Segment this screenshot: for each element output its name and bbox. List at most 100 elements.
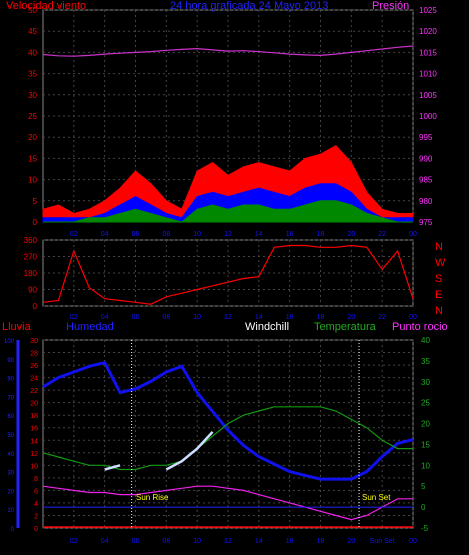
x-tick: 00 bbox=[409, 231, 417, 238]
dewpoint-label: Punto rocio bbox=[392, 321, 448, 333]
temp-left-tick: 18 bbox=[30, 413, 38, 420]
windchill-label: Windchill bbox=[245, 321, 289, 333]
temp-left-tick: 12 bbox=[30, 451, 38, 458]
temp-left-tick: 2 bbox=[34, 513, 38, 520]
humidity-tick: 0 bbox=[11, 527, 15, 533]
chart-title: 24 hora graficada 24 Mayo 2013 bbox=[170, 0, 328, 12]
x-tick: 10 bbox=[193, 538, 201, 545]
x-tick: 02 bbox=[70, 314, 78, 321]
wind-speed-tick: 5 bbox=[33, 197, 38, 206]
x-tick: 06 bbox=[132, 314, 140, 321]
temperature-tick: 10 bbox=[421, 461, 430, 470]
temp-series-0 bbox=[42, 360, 414, 481]
temp-left-tick: 10 bbox=[30, 463, 38, 470]
pressure-tick: 980 bbox=[419, 197, 433, 206]
sunrise-annotation: Sun Rise bbox=[136, 493, 169, 502]
wind-speed-tick: 0 bbox=[33, 218, 38, 227]
temperature-tick: 35 bbox=[421, 357, 430, 366]
pressure-label: Presión bbox=[372, 0, 409, 12]
compass-label: W bbox=[435, 257, 446, 269]
x-tick: 16 bbox=[286, 538, 294, 545]
wind-speed-series-3 bbox=[43, 200, 413, 223]
temperature-tick: 0 bbox=[421, 503, 426, 512]
x-tick: 16 bbox=[286, 314, 294, 321]
temperature-tick: 25 bbox=[421, 399, 430, 408]
direction-tick: 360 bbox=[24, 236, 38, 245]
x-tick: 18 bbox=[317, 538, 325, 545]
pressure-tick: 990 bbox=[419, 154, 433, 163]
x-tick: 08 bbox=[162, 231, 170, 238]
humidity-tick: 100 bbox=[4, 339, 15, 345]
temp-left-tick: 14 bbox=[30, 438, 38, 445]
temperature-tick: -5 bbox=[421, 524, 429, 533]
wind-speed-tick: 45 bbox=[28, 27, 37, 36]
x-tick: 18 bbox=[317, 231, 325, 238]
wind-speed-tick: 25 bbox=[28, 112, 37, 121]
temp-series-1 bbox=[42, 406, 413, 471]
x-tick: 12 bbox=[224, 231, 232, 238]
x-tick: 16 bbox=[286, 231, 294, 238]
x-tick: 06 bbox=[132, 538, 140, 545]
humidity-tick: 10 bbox=[7, 508, 14, 514]
x-tick: 10 bbox=[193, 314, 201, 321]
compass-label: N bbox=[435, 305, 443, 317]
pressure-tick: 1000 bbox=[419, 112, 437, 121]
pressure-tick: 1005 bbox=[419, 91, 437, 100]
x-tick: 20 bbox=[347, 314, 355, 321]
x-tick: 20 bbox=[347, 231, 355, 238]
wind-speed-tick: 50 bbox=[28, 6, 37, 15]
humidity-tick: 30 bbox=[7, 471, 14, 477]
rain-label: Lluvia bbox=[2, 321, 32, 333]
temperature-tick: 30 bbox=[421, 378, 430, 387]
x-tick: 22 bbox=[378, 231, 386, 238]
sunset-annotation: Sun Set bbox=[362, 493, 391, 502]
x-tick: 14 bbox=[255, 314, 263, 321]
temp-left-tick: 26 bbox=[30, 363, 38, 370]
x-tick: 04 bbox=[101, 231, 109, 238]
direction-tick: 90 bbox=[28, 286, 37, 295]
temperature-label: Temperatura bbox=[314, 321, 377, 333]
x-tick: 14 bbox=[255, 538, 263, 545]
wind-speed-tick: 30 bbox=[28, 91, 37, 100]
pressure-tick: 985 bbox=[419, 176, 433, 185]
pressure-tick: 1025 bbox=[419, 6, 437, 15]
x-tick: 02 bbox=[70, 231, 78, 238]
x-tick: 18 bbox=[317, 314, 325, 321]
pressure-tick: 995 bbox=[419, 133, 433, 142]
temp-left-tick: 0 bbox=[34, 526, 38, 533]
wind-speed-tick: 40 bbox=[28, 48, 37, 57]
x-tick: 00 bbox=[409, 538, 417, 545]
humidity-tick: 70 bbox=[7, 395, 14, 401]
humidity-tick: 50 bbox=[7, 433, 14, 439]
compass-label: S bbox=[435, 273, 442, 285]
temperature-tick: 40 bbox=[421, 336, 430, 345]
x-tick: 20 bbox=[347, 538, 355, 545]
pressure-tick: 975 bbox=[419, 218, 433, 227]
x-tick: 04 bbox=[101, 538, 109, 545]
x-tick: 06 bbox=[132, 231, 140, 238]
pressure-series-line bbox=[42, 45, 414, 57]
pressure-tick: 1010 bbox=[419, 70, 437, 79]
temp-left-tick: 22 bbox=[30, 388, 38, 395]
temp-series-3 bbox=[104, 431, 214, 471]
humidity-tick: 40 bbox=[7, 452, 14, 458]
x-tick: Sun Set bbox=[370, 538, 395, 545]
temp-left-tick: 20 bbox=[30, 401, 38, 408]
temp-left-tick: 6 bbox=[34, 488, 38, 495]
temp-series-2 bbox=[42, 485, 413, 521]
temp-left-tick: 24 bbox=[30, 376, 38, 383]
wind-direction-series bbox=[42, 244, 414, 305]
compass-label: E bbox=[435, 289, 442, 301]
humidity-label: Humedad bbox=[66, 321, 114, 333]
temperature-plot-area bbox=[42, 339, 414, 529]
temp-left-tick: 28 bbox=[30, 351, 38, 358]
temp-left-tick: 4 bbox=[34, 501, 38, 508]
compass-label: N bbox=[435, 241, 443, 253]
pressure-tick: 1015 bbox=[419, 48, 437, 57]
wind-speed-tick: 35 bbox=[28, 70, 37, 79]
direction-tick: 180 bbox=[24, 269, 38, 278]
direction-tick: 0 bbox=[33, 302, 38, 311]
wind-speed-tick: 20 bbox=[28, 133, 37, 142]
x-tick: 14 bbox=[255, 231, 263, 238]
